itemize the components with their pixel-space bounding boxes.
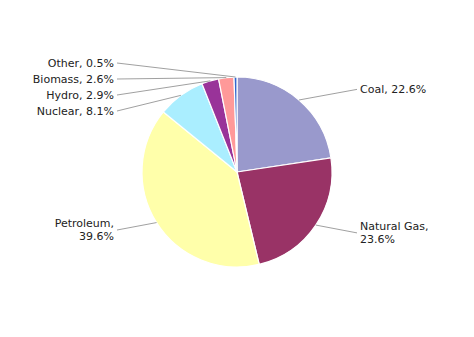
slice-label: Other, 0.5% — [48, 57, 114, 70]
slice-label: Natural Gas,23.6% — [360, 220, 429, 246]
slice-label-line: Biomass, 2.6% — [33, 73, 114, 86]
pie-slice — [237, 77, 331, 172]
leader-line — [117, 78, 226, 79]
pie-chart: Coal, 22.6% Natural Gas,23.6% Petroleum,39… — [0, 0, 474, 337]
slice-label-line: Coal, 22.6% — [360, 83, 426, 96]
slice-label-line: 23.6% — [360, 233, 395, 246]
labels: Coal, 22.6% Natural Gas,23.6% Petroleum,39… — [33, 57, 429, 246]
leader-lines — [117, 63, 357, 233]
slice-label-line: Petroleum, — [55, 217, 114, 230]
chart-container: Coal, 22.6% Natural Gas,23.6% Petroleum,39… — [0, 0, 474, 337]
slice-label-line: Nuclear, 8.1% — [37, 105, 114, 118]
leader-line — [299, 89, 357, 100]
slice-label: Petroleum,39.6% — [55, 217, 114, 243]
slice-label: Biomass, 2.6% — [33, 73, 114, 86]
slice-label: Nuclear, 8.1% — [37, 105, 114, 118]
pie-slice — [219, 77, 237, 172]
pie-slice — [234, 77, 237, 172]
leader-line — [117, 223, 157, 230]
slice-label: Hydro, 2.9% — [46, 89, 114, 102]
slice-label-line: Hydro, 2.9% — [46, 89, 114, 102]
leader-line — [117, 95, 181, 111]
slice-label-line: Natural Gas, — [360, 220, 429, 233]
slice-label-line: 39.6% — [79, 230, 114, 243]
slice-label-line: Other, 0.5% — [48, 57, 114, 70]
leader-line — [316, 225, 357, 233]
slice-label: Coal, 22.6% — [360, 83, 426, 96]
leader-line — [117, 81, 210, 95]
slices — [142, 77, 332, 267]
leader-line — [117, 63, 236, 77]
